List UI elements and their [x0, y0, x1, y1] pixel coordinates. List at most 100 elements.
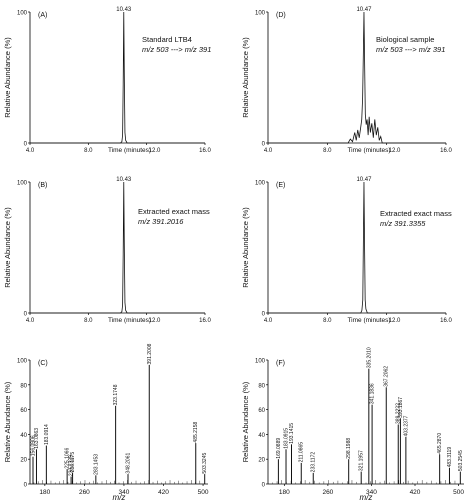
y-tick-label: 40 [20, 433, 27, 439]
x-axis-label: m/z [360, 493, 373, 502]
peak-label: 211.0865 [299, 442, 305, 463]
peak-label: 323.1748 [113, 384, 119, 405]
peak-label: 298.1988 [346, 438, 352, 459]
annotation-line-2: m/z 503 ---> m/z 391 [142, 45, 211, 54]
panel-label: (C) [38, 360, 48, 367]
y-tick-label: 0 [262, 312, 266, 318]
peak-label: 283.1453 [93, 454, 99, 475]
peak-label: 403.2377 [403, 415, 409, 436]
peak-label: 169.0889 [276, 438, 282, 459]
y-tick-label: 80 [20, 383, 27, 389]
x-axis-label: m/z [113, 493, 126, 502]
panel-label: (E) [276, 182, 285, 189]
peak-label: 233.1172 [311, 452, 317, 473]
peak-label: 10.47 [356, 7, 372, 13]
y-tick-label: 0 [24, 142, 28, 148]
peak-label: 193.1415 [289, 423, 295, 444]
peak-label: 348.2061 [126, 453, 132, 474]
x-tick-label: 16.0 [440, 318, 452, 324]
panel-label: (D) [276, 12, 286, 19]
y-tick-label: 0 [262, 142, 266, 148]
x-tick-label: 4.0 [26, 318, 35, 324]
series-line [30, 181, 205, 314]
y-tick-label: 60 [20, 408, 27, 414]
y-tick-label: 60 [258, 408, 265, 414]
annotation-line-2: m/z 503 ---> m/z 391 [376, 45, 445, 54]
panel-b: (B) Relative Abundance (%) 100 04.0 8.0 12.0 1… [3, 177, 211, 324]
x-tick-label: 420 [410, 489, 421, 496]
peak-label: 183.0914 [44, 424, 50, 445]
panel-label: (F) [276, 360, 285, 367]
y-tick-label: 20 [20, 458, 27, 464]
x-tick-label: 180 [39, 489, 50, 496]
x-tick-label: 180 [279, 489, 290, 496]
y-tick-label: 20 [258, 458, 265, 464]
y-axis-label: Relative Abundance (%) [3, 381, 12, 462]
x-tick-label: 8.0 [84, 148, 93, 154]
x-tick-label: 8.0 [323, 148, 332, 154]
peak-label: 10.43 [116, 7, 132, 13]
y-axis-label: Relative Abundance (%) [241, 37, 250, 118]
x-tick-label: 340 [366, 489, 377, 496]
x-tick-label: 340 [119, 489, 130, 496]
series-line [268, 11, 446, 144]
y-axis-label: Relative Abundance (%) [241, 381, 250, 462]
panel-e: (E) Relative Abundance (%) 100 04.0 8.0 12.0 1… [241, 177, 452, 324]
x-tick-label: 260 [322, 489, 333, 496]
x-axis-label: Time (minutes) [108, 147, 151, 154]
x-tick-label: 8.0 [323, 318, 332, 324]
y-axis-label: Relative Abundance (%) [3, 207, 12, 288]
series-line [268, 181, 446, 314]
peak-label: 163.0863 [34, 428, 40, 449]
x-tick-label: 16.0 [199, 148, 211, 154]
y-tick-label: 100 [255, 181, 266, 187]
x-axis-label: Time (minutes) [347, 317, 390, 324]
annotation-line-1: Biological sample [376, 35, 434, 44]
y-tick-label: 100 [255, 359, 266, 365]
y-tick-label: 100 [17, 181, 28, 187]
annotation-line-2: m/z 391.2016 [138, 217, 184, 226]
series-line [30, 11, 205, 144]
x-tick-label: 500 [453, 489, 464, 496]
peak-label: 465.2870 [437, 433, 443, 454]
x-tick-label: 12.0 [389, 148, 401, 154]
peak-label: 156.0906 [31, 435, 37, 456]
x-tick-label: 12.0 [389, 318, 401, 324]
peak-label: 393.1867 [398, 397, 404, 418]
panel-label: (A) [38, 12, 47, 19]
y-tick-label: 100 [255, 11, 266, 17]
x-tick-label: 12.0 [149, 148, 161, 154]
x-tick-label: 4.0 [264, 318, 273, 324]
peak-label: 183.0915 [284, 428, 290, 449]
peak-label: 391.2008 [147, 343, 153, 364]
y-tick-label: 0 [24, 312, 28, 318]
x-tick-label: 4.0 [264, 148, 273, 154]
peak-label: 367.2062 [384, 366, 390, 387]
peak-label: 341.1836 [370, 383, 376, 404]
peak-label: 483.3119 [447, 447, 453, 468]
x-tick-label: 4.0 [26, 148, 35, 154]
panel-c: (C) Relative Abundance (%) 0 20 40 60 80 100 180… [3, 343, 209, 502]
peak-label: 503.2545 [458, 450, 464, 471]
peak-label: 485.2158 [193, 422, 199, 443]
x-axis-label: Time (minutes) [347, 147, 390, 154]
x-axis-label: Time (minutes) [108, 317, 151, 324]
peak-label: 10.43 [116, 177, 132, 183]
panel-d: (D) Relative Abundance (%) 100 04.0 8.0 12.0 1… [241, 7, 452, 154]
peak-label: 503.3245 [202, 453, 208, 474]
x-tick-label: 420 [158, 489, 169, 496]
annotation-line-2: m/z 391.3355 [380, 219, 426, 228]
peak-label: 233.1329 [69, 455, 75, 476]
peak-label: 321.1957 [359, 450, 365, 471]
y-axis-label: Relative Abundance (%) [3, 37, 12, 118]
y-tick-label: 100 [17, 359, 28, 365]
x-tick-label: 260 [79, 489, 90, 496]
panel-label: (B) [38, 182, 47, 189]
y-tick-label: 80 [258, 383, 265, 389]
peak-label: 389.2222 [396, 403, 402, 424]
annotation-line-1: Extracted exact mass [138, 207, 210, 216]
x-tick-label: 8.0 [84, 318, 93, 324]
y-tick-label: 0 [24, 483, 28, 489]
x-tick-label: 500 [198, 489, 209, 496]
